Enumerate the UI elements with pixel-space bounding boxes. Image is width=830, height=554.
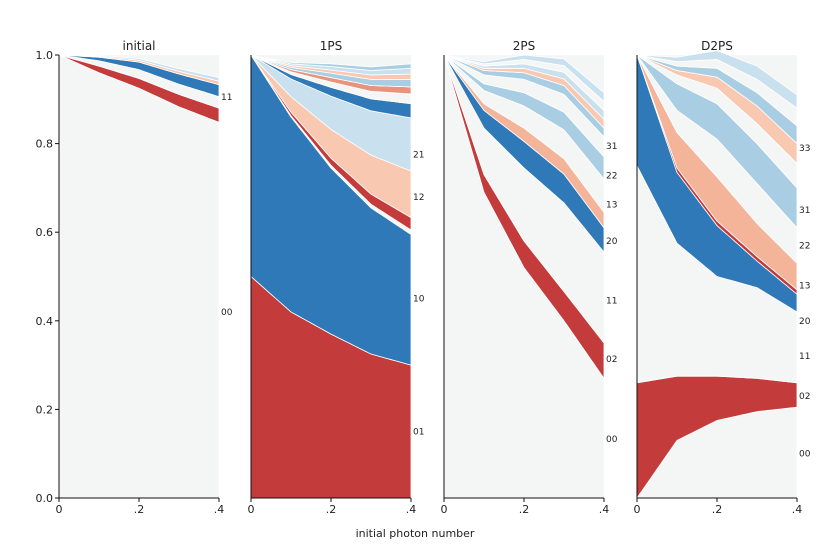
band-label-00: 00 xyxy=(221,308,233,318)
panel-title: D2PS xyxy=(701,39,733,53)
x-tick-label: 0 xyxy=(56,503,63,516)
band-label-13: 13 xyxy=(606,201,617,211)
x-tick-label: .2 xyxy=(134,503,145,516)
x-tick-label: .4 xyxy=(792,503,803,516)
band-label-02: 02 xyxy=(799,392,810,402)
panel-title: 2PS xyxy=(513,39,536,53)
band-21 xyxy=(58,54,220,82)
x-tick-label: 0 xyxy=(248,503,255,516)
band-42 xyxy=(636,50,798,109)
band-51 xyxy=(443,54,605,103)
x-tick-label: .2 xyxy=(326,503,337,516)
x-tick-label: 0 xyxy=(634,503,641,516)
y-tick-label: 1.0 xyxy=(36,49,54,62)
panel-4: D2PS 0 .2 .4 33 31 22 13 20 11 02 00 xyxy=(634,39,811,516)
panel-title: initial xyxy=(123,39,156,53)
band-label-21: 21 xyxy=(413,151,424,161)
band-00 xyxy=(58,54,220,499)
band-33 xyxy=(250,54,412,71)
x-tick-label: .4 xyxy=(214,503,225,516)
y-tick-label: 0.4 xyxy=(36,315,54,328)
band-label-22: 22 xyxy=(799,241,810,251)
x-tick-label: .4 xyxy=(406,503,417,516)
y-tick-label: 0.0 xyxy=(36,492,54,505)
y-tick-label: 0.6 xyxy=(36,226,54,239)
x-tick-label: .2 xyxy=(712,503,723,516)
band-label-02: 02 xyxy=(606,355,617,365)
band-label-31: 31 xyxy=(799,206,810,216)
band-label-31: 31 xyxy=(606,142,617,152)
x-tick-label: 0 xyxy=(441,503,448,516)
panel-3: 2PS 0 .2 .4 31 22 13 20 11 02 00 xyxy=(441,39,618,516)
y-tick-label: 0.8 xyxy=(36,138,54,151)
panels: initial0.2.40.00.20.40.60.81.011001PS0.2… xyxy=(36,39,811,516)
band-label-11: 11 xyxy=(606,296,617,306)
panel-title: 1PS xyxy=(320,39,343,53)
band-label-01: 01 xyxy=(413,428,424,438)
band-label-10: 10 xyxy=(413,295,425,305)
band-label-13: 13 xyxy=(799,281,810,291)
band-label-00: 00 xyxy=(799,450,811,460)
x-axis-label: initial photon number xyxy=(356,527,475,540)
band-label-12: 12 xyxy=(413,193,424,203)
band-label-00: 00 xyxy=(606,435,618,445)
band-label-22: 22 xyxy=(606,171,617,181)
band-label-20: 20 xyxy=(606,237,618,247)
band-label-11: 11 xyxy=(221,93,232,103)
band-label-33: 33 xyxy=(799,144,810,154)
y-tick-label: 0.2 xyxy=(36,403,54,416)
x-tick-label: .4 xyxy=(599,503,610,516)
band-label-11: 11 xyxy=(799,352,810,362)
panel-2: 1PS 0 .2 .4 21 12 10 01 xyxy=(248,39,425,516)
band-label-20: 20 xyxy=(799,317,811,327)
x-tick-label: .2 xyxy=(519,503,530,516)
